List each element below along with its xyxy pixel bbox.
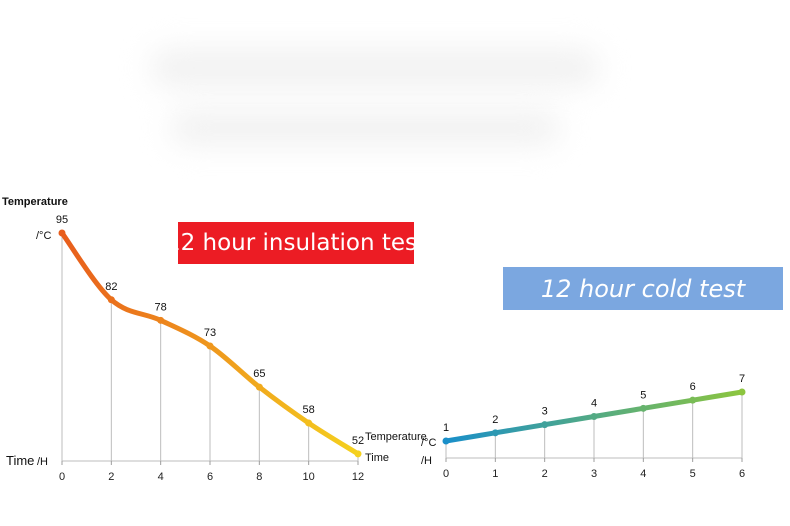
chart1-data-label: 73 [204,327,216,339]
chart1-data-point [355,450,362,457]
chart2-data-label: 6 [690,381,696,393]
chart2-x-tick-label: 2 [542,468,548,480]
chart1-x-tick-label: 12 [352,471,364,483]
chart2-data-point [541,421,548,428]
chart1-data-label: 58 [303,404,315,416]
chart2-x-tick-label: 6 [739,468,745,480]
chart1-data-point [305,420,312,427]
chart1-x-tick-label: 10 [303,471,315,483]
chart1-xlabel: Time [6,453,34,468]
chart2-x-tick-label: 0 [443,468,449,480]
chart2-data-label: 3 [542,406,548,418]
chart1-data-point [207,343,214,350]
chart1-x-tick-label: 4 [158,471,164,483]
chart1-data-label: 78 [155,301,167,313]
chart2-x-tick-label: 4 [640,468,646,480]
chart1-data-label: 95 [56,214,68,226]
chart1-data-point [157,317,164,324]
chart1-ylabel: Temperature [2,196,68,208]
chart2-ylabel: Temperature [365,431,427,443]
chart2-x-tick-label: 5 [690,468,696,480]
chart1-data-point [108,296,115,303]
chart1-x-tick-label: 8 [256,471,262,483]
chart2-data-point [492,429,499,436]
chart2-plot: 0 1 2 3 4 5 6 1 2 3 4 5 6 7 [443,373,746,480]
chart2-data-label: 4 [591,398,597,410]
chart2-data-point [739,389,746,396]
chart2-x-tick-label: 1 [492,468,498,480]
chart1-data-label: 82 [105,281,117,293]
chart2-data-point [640,405,647,412]
chart1-data-point [59,230,66,237]
chart2-data-point [591,413,598,420]
chart2-data-point [443,438,450,445]
chart2-xlabel: Time [365,452,389,464]
chart2-data-label: 1 [443,422,449,434]
chart1-x-tick-label: 2 [108,471,114,483]
chart1-data-label: 52 [352,435,364,447]
chart1-data-label: 65 [253,368,265,380]
chart2-xunit: /H [421,455,432,467]
chart2-data-label: 2 [492,414,498,426]
insulation-test-title-badge: 12 hour insulation test [178,222,414,264]
chart1-yunit: /°C [36,230,51,242]
chart2-data-label: 5 [640,389,646,401]
chart2-x-tick-label: 3 [591,468,597,480]
chart1-x-tick-label: 6 [207,471,213,483]
chart1-x-tick-label: 0 [59,471,65,483]
cold-test-title-badge: 12 hour cold test [503,267,783,310]
chart2-data-label: 7 [739,373,745,385]
chart1-data-point [256,384,263,391]
chart2-data-point [689,397,696,404]
chart1-xunit: /H [37,456,48,468]
chart2-yunit: /°C [421,437,436,449]
